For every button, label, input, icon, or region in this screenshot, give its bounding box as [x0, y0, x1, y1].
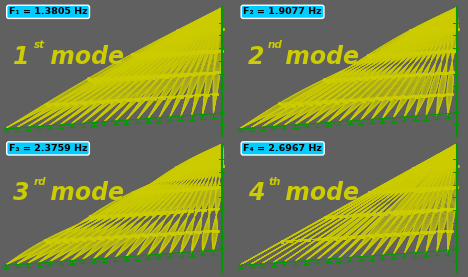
Text: 1: 1 [14, 45, 30, 69]
Text: mode: mode [277, 45, 358, 69]
Text: mode: mode [277, 181, 358, 206]
Text: mode: mode [42, 181, 124, 206]
Text: F₂ = 1.9077 Hz: F₂ = 1.9077 Hz [243, 7, 322, 16]
Text: nd: nd [268, 40, 283, 50]
Text: 2: 2 [248, 45, 264, 69]
Text: F₃ = 2.3759 Hz: F₃ = 2.3759 Hz [9, 144, 87, 153]
Text: st: st [34, 40, 45, 50]
Text: th: th [268, 177, 280, 187]
Text: 4: 4 [248, 181, 264, 206]
Text: F₁ = 1.3805 Hz: F₁ = 1.3805 Hz [9, 7, 88, 16]
Text: mode: mode [42, 45, 124, 69]
Text: F₄ = 2.6967 Hz: F₄ = 2.6967 Hz [243, 144, 322, 153]
Text: 3: 3 [14, 181, 30, 206]
Text: rd: rd [34, 177, 46, 187]
